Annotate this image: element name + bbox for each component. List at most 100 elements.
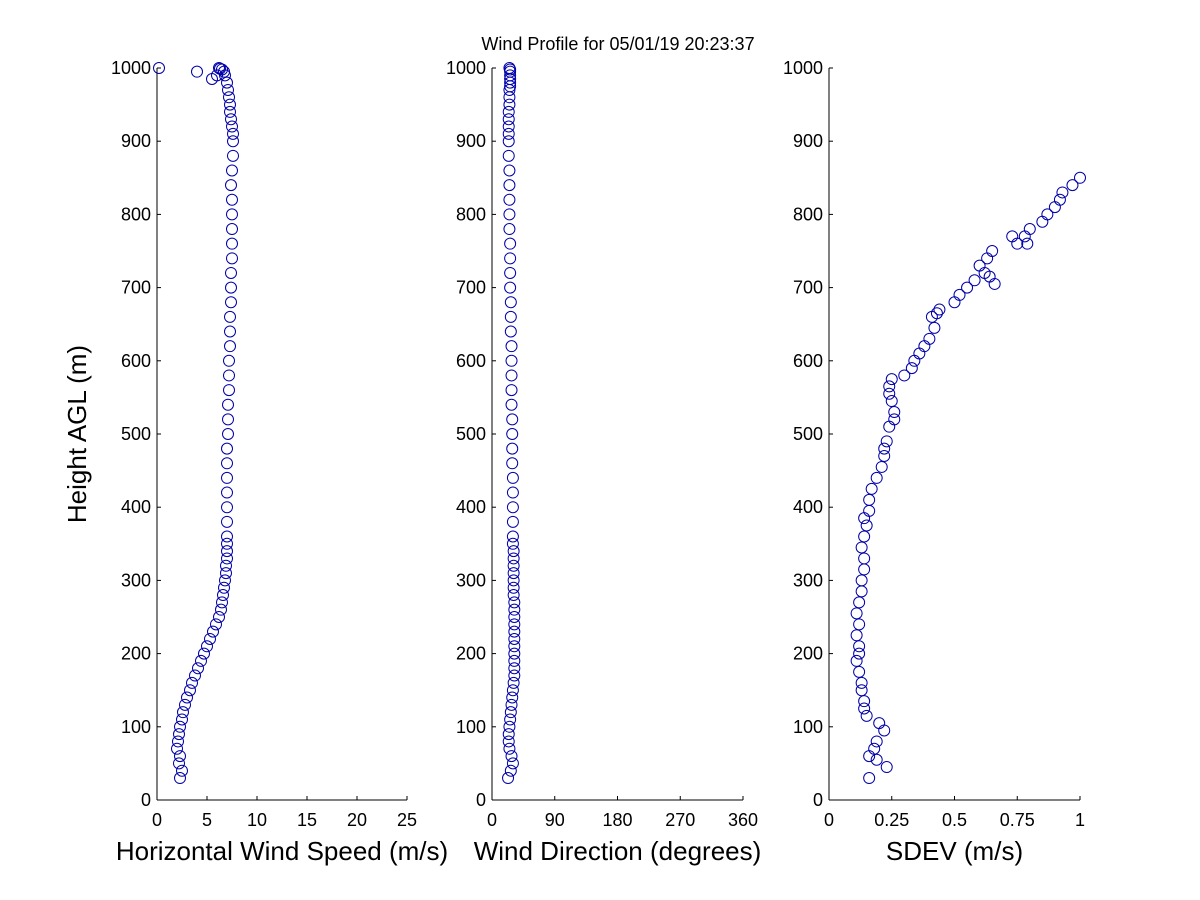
data-point: [508, 603, 521, 616]
data-point: [870, 471, 883, 484]
scatter-points: [850, 171, 1086, 785]
data-point: [223, 354, 235, 367]
data-point: [1041, 208, 1054, 221]
x-axis-label: Wind Direction (degrees): [474, 836, 762, 866]
x-tick-label: 180: [602, 810, 632, 830]
data-point: [506, 691, 519, 704]
x-tick-label: 1: [1075, 810, 1085, 830]
y-tick-label: 900: [793, 131, 823, 151]
data-point: [206, 72, 218, 85]
data-point: [868, 742, 881, 755]
x-tick-label: 0.25: [874, 810, 909, 830]
data-point: [210, 618, 222, 631]
data-point: [933, 303, 946, 316]
data-point: [1053, 193, 1066, 206]
data-point: [973, 259, 986, 272]
data-point: [502, 728, 515, 741]
data-point: [226, 208, 238, 221]
y-tick-label: 300: [456, 570, 486, 590]
data-point: [506, 428, 519, 440]
y-tick-label: 700: [121, 278, 151, 298]
data-point: [508, 669, 521, 682]
y-tick-label: 400: [456, 497, 486, 517]
data-point: [189, 669, 201, 682]
data-point: [507, 552, 520, 565]
data-point: [176, 764, 188, 777]
data-point: [508, 618, 521, 631]
y-tick-label: 500: [456, 424, 486, 444]
y-tick-label: 0: [476, 790, 486, 810]
data-point: [508, 640, 521, 653]
panel-1: 0 100 200 300 400 500 600 700 800 900 1000 0 5 10 15 20…: [62, 58, 448, 866]
data-point: [968, 274, 981, 287]
data-point: [502, 735, 515, 748]
y-tick-label: 700: [456, 278, 486, 298]
data-point: [863, 493, 876, 506]
data-point: [504, 325, 517, 338]
data-point: [885, 395, 898, 408]
data-point: [502, 120, 515, 133]
x-axis-label: SDEV (m/s): [886, 836, 1023, 866]
x-tick-label: 0: [487, 810, 497, 830]
data-point: [883, 380, 896, 393]
data-point: [505, 750, 518, 763]
data-point: [505, 398, 518, 411]
data-point: [888, 406, 901, 419]
panel-2: 0 100 200 300 400 500 600 700 800 900 1000 0 90 180 27…: [446, 58, 761, 866]
data-point: [503, 179, 516, 192]
x-tick-label: 270: [665, 810, 695, 830]
data-point: [503, 223, 516, 236]
x-tick-label: 90: [545, 810, 565, 830]
data-point: [222, 413, 234, 426]
data-point: [225, 296, 237, 309]
data-point: [1006, 230, 1019, 243]
data-point: [1056, 186, 1069, 199]
scatter-points: [502, 62, 521, 785]
x-tick-label: 360: [728, 810, 758, 830]
data-point: [502, 113, 515, 126]
data-point: [226, 223, 238, 236]
data-point: [508, 596, 521, 609]
data-point: [508, 647, 521, 660]
data-point: [506, 757, 519, 770]
data-point: [221, 442, 233, 455]
data-point: [863, 772, 876, 785]
data-point: [184, 684, 196, 697]
y-tick-label: 700: [793, 278, 823, 298]
data-point: [507, 676, 520, 689]
data-point: [504, 713, 517, 726]
data-point: [226, 237, 238, 250]
data-point: [204, 632, 216, 645]
data-point: [506, 486, 519, 499]
data-point: [505, 384, 518, 397]
data-point: [226, 120, 238, 133]
data-point: [506, 501, 519, 514]
x-tick-label: 0: [824, 810, 834, 830]
data-point: [508, 625, 521, 638]
data-point: [225, 266, 237, 279]
data-point: [855, 574, 868, 587]
data-point: [506, 413, 519, 426]
data-point: [503, 98, 516, 111]
figure-title: Wind Profile for 05/01/19 20:23:37: [481, 34, 754, 54]
data-point: [507, 559, 520, 572]
data-point: [172, 735, 184, 748]
data-point: [227, 127, 239, 140]
y-tick-label: 900: [456, 131, 486, 151]
data-point: [508, 654, 521, 667]
data-point: [179, 698, 191, 711]
data-point: [855, 684, 868, 697]
x-tick-label: 0.5: [942, 810, 967, 830]
data-point: [504, 266, 517, 279]
x-tick-label: 15: [297, 810, 317, 830]
data-point: [953, 288, 966, 301]
scatter-points: [153, 62, 239, 785]
data-point: [224, 98, 236, 111]
data-point: [223, 91, 235, 104]
data-point: [224, 310, 236, 323]
y-tick-label: 1000: [111, 58, 151, 78]
data-point: [1021, 237, 1034, 250]
data-point: [198, 647, 210, 660]
data-point: [1066, 179, 1079, 192]
